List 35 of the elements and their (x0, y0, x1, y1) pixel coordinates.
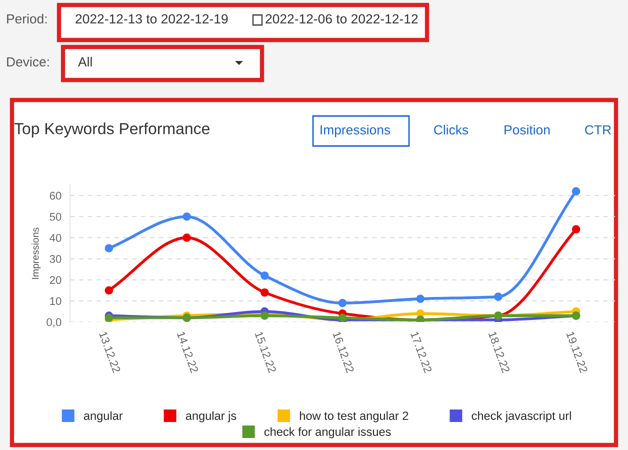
text: Clicks (434, 124, 468, 135)
text: All (78, 56, 92, 66)
y-tick-label: 40 (50, 234, 62, 242)
y-tick-label: 0,0 (46, 318, 62, 328)
point (260, 312, 269, 320)
y-tick-label: 20 (50, 276, 62, 284)
legend-label: check for angular issues (264, 427, 391, 438)
point (416, 294, 425, 303)
legend-label: angular js (186, 411, 236, 422)
point (338, 298, 347, 308)
point (182, 212, 191, 221)
legend-label: angular (84, 411, 123, 422)
text: Period: (7, 14, 47, 24)
y-tick-label: 60 (50, 192, 62, 200)
y-tick-label: 50 (50, 212, 62, 221)
point (260, 271, 269, 280)
point (104, 286, 114, 295)
text: 2022-12-06 to 2022-12-12 (266, 14, 418, 24)
point (260, 288, 269, 297)
text: Device: (7, 56, 49, 67)
point (494, 292, 502, 301)
point (182, 234, 191, 242)
text: CTR (585, 125, 611, 135)
y-tick-label: 30 (50, 255, 62, 263)
y-tick-label: 10 (50, 297, 62, 306)
text: Position (504, 124, 550, 135)
point (572, 225, 580, 234)
point (572, 187, 580, 196)
chart-title: Top Keywords Performance (14, 122, 210, 138)
text: Impressions (320, 124, 390, 138)
legend-label: how to test angular 2 (300, 411, 408, 422)
point (104, 244, 114, 252)
text: 2022-12-13 to 2022-12-19 (76, 14, 228, 24)
legend-label: check javascript url (472, 411, 571, 422)
y-axis-title: Impressions (32, 228, 41, 279)
